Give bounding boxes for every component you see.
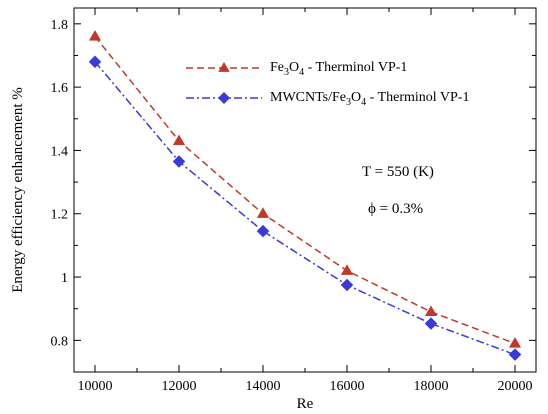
data-point: [340, 264, 354, 275]
x-tick-label: 20000: [498, 379, 533, 394]
x-tick-label: 10000: [78, 379, 113, 394]
legend-label-mwcnts: MWCNTs/Fe3O4 - Therminol VP-1: [270, 90, 469, 108]
legend-label-mwcnts-main: MWCNTs/Fe: [270, 90, 346, 105]
data-point: [256, 224, 270, 238]
x-axis-ticks: 10000 12000 14000 16000 18000 20000: [78, 8, 533, 394]
legend-item-mwcnts: MWCNTs/Fe3O4 - Therminol VP-1: [186, 90, 469, 108]
y-tick-label: 1: [61, 271, 68, 286]
legend-label-mwcnts-sub2: 4: [361, 97, 366, 108]
data-point: [88, 29, 102, 41]
data-point: [88, 55, 102, 69]
series-line-0: [94, 36, 516, 345]
x-tick-label: 16000: [330, 379, 365, 394]
data-point: [424, 305, 438, 317]
y-tick-label: 1.4: [51, 144, 69, 159]
legend-label-fe3o4: Fe3O4 - Therminol VP-1: [270, 60, 407, 78]
legend-label-mwcnts-rest: - Therminol VP-1: [366, 90, 469, 105]
data-point: [340, 278, 354, 292]
series-1: [88, 55, 522, 361]
y-tick-label: 1.8: [51, 18, 69, 33]
data-point: [508, 337, 522, 348]
legend-marker-mwcnts: [218, 92, 230, 104]
legend-marker-fe3o4: [218, 62, 230, 72]
legend: Fe3O4 - Therminol VP-1 MWCNTs/Fe3O4 - Th…: [186, 60, 469, 108]
data-point: [256, 207, 270, 218]
x-axis-title: Re: [297, 396, 314, 412]
x-tick-label: 18000: [414, 379, 449, 394]
data-point: [172, 155, 186, 168]
legend-label-fe3o4-rest: - Therminol VP-1: [304, 60, 407, 75]
y-axis-ticks: 0.8 1 1.2 1.4 1.6 1.8: [51, 18, 536, 349]
data-point: [508, 348, 522, 361]
series-line-1: [94, 61, 516, 356]
legend-label-mwcnts-sub1: 3: [346, 97, 351, 108]
data-point: [424, 317, 438, 330]
annotation-volume-fraction: ϕ = 0.3%: [368, 201, 423, 217]
y-tick-label: 0.8: [51, 334, 69, 349]
x-tick-label: 14000: [246, 379, 281, 394]
series-layer: [88, 29, 522, 361]
data-point: [172, 134, 186, 146]
y-tick-label: 1.2: [51, 208, 69, 223]
legend-label-fe3o4-mid: O: [289, 60, 299, 75]
x-tick-label: 12000: [162, 379, 197, 394]
y-axis-title: Energy efficiency enhancement %: [10, 87, 26, 293]
series-0: [88, 29, 522, 348]
legend-item-fe3o4: Fe3O4 - Therminol VP-1: [186, 60, 407, 78]
legend-label-fe3o4-sub2: 4: [299, 67, 304, 78]
legend-label-fe3o4-sub1: 3: [284, 67, 289, 78]
legend-label-fe3o4-main: Fe: [270, 60, 284, 75]
annotation-temperature: T = 550 (K): [362, 164, 434, 180]
legend-label-mwcnts-mid: O: [351, 90, 361, 105]
y-tick-label: 1.6: [51, 81, 69, 96]
